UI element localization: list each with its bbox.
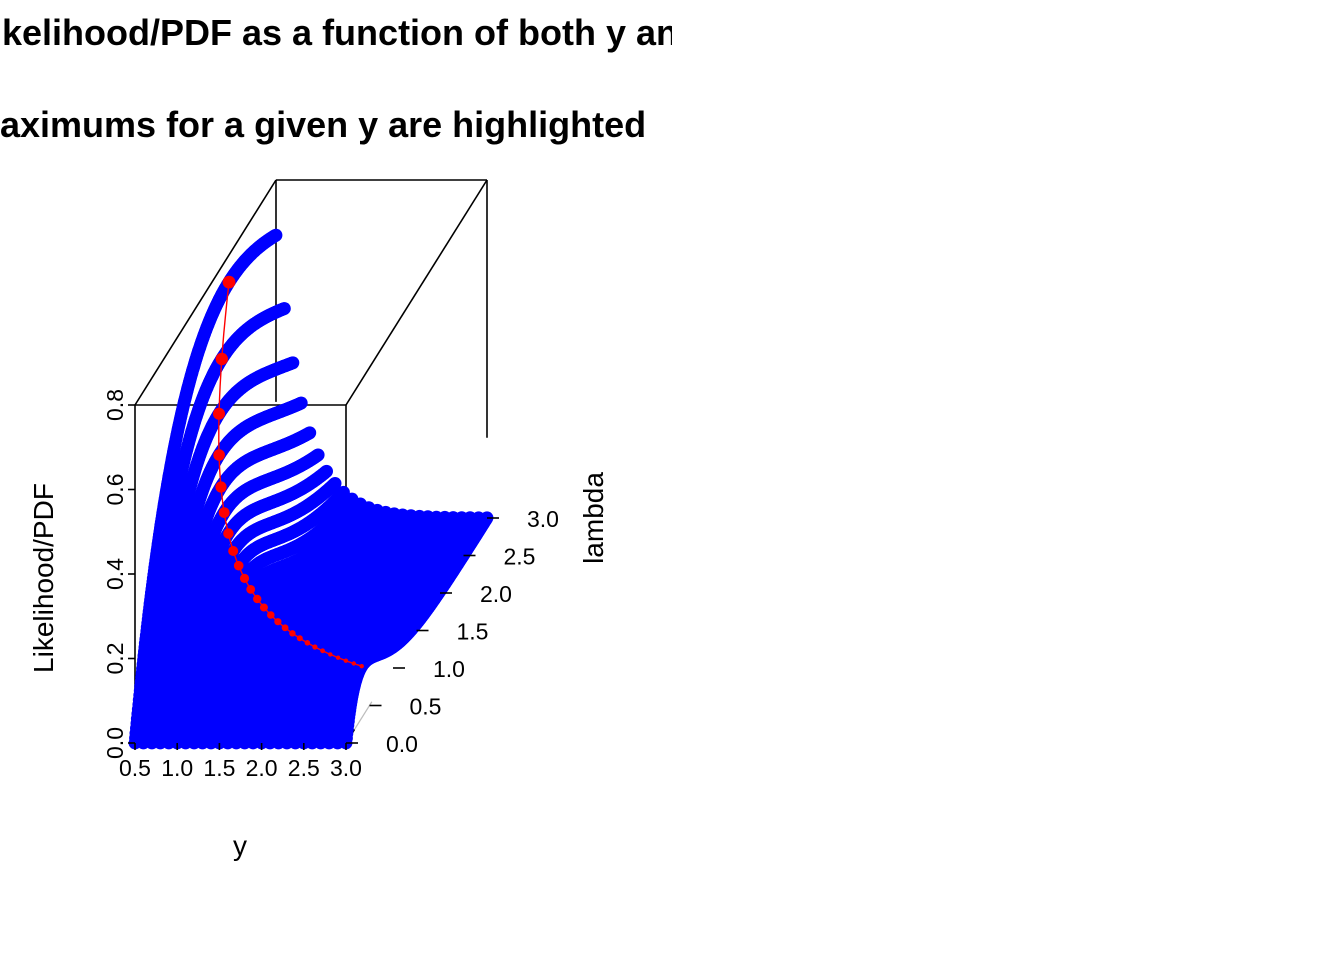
chart-subtitle: Maximums for a given y are highlighted: [0, 104, 647, 145]
plot-panel: Likelihood/PDF as a function of both y a…: [0, 12, 672, 861]
chart-title: Likelihood/PDF as a function of both y a…: [0, 12, 672, 53]
scatter3d-plot: 0.5 1.0 1.5 2.0 2.5 3.00.00.20.40.60.80.00.51…: [28, 179, 609, 861]
box-edge: [134, 179, 277, 406]
box-edge: [345, 179, 488, 406]
